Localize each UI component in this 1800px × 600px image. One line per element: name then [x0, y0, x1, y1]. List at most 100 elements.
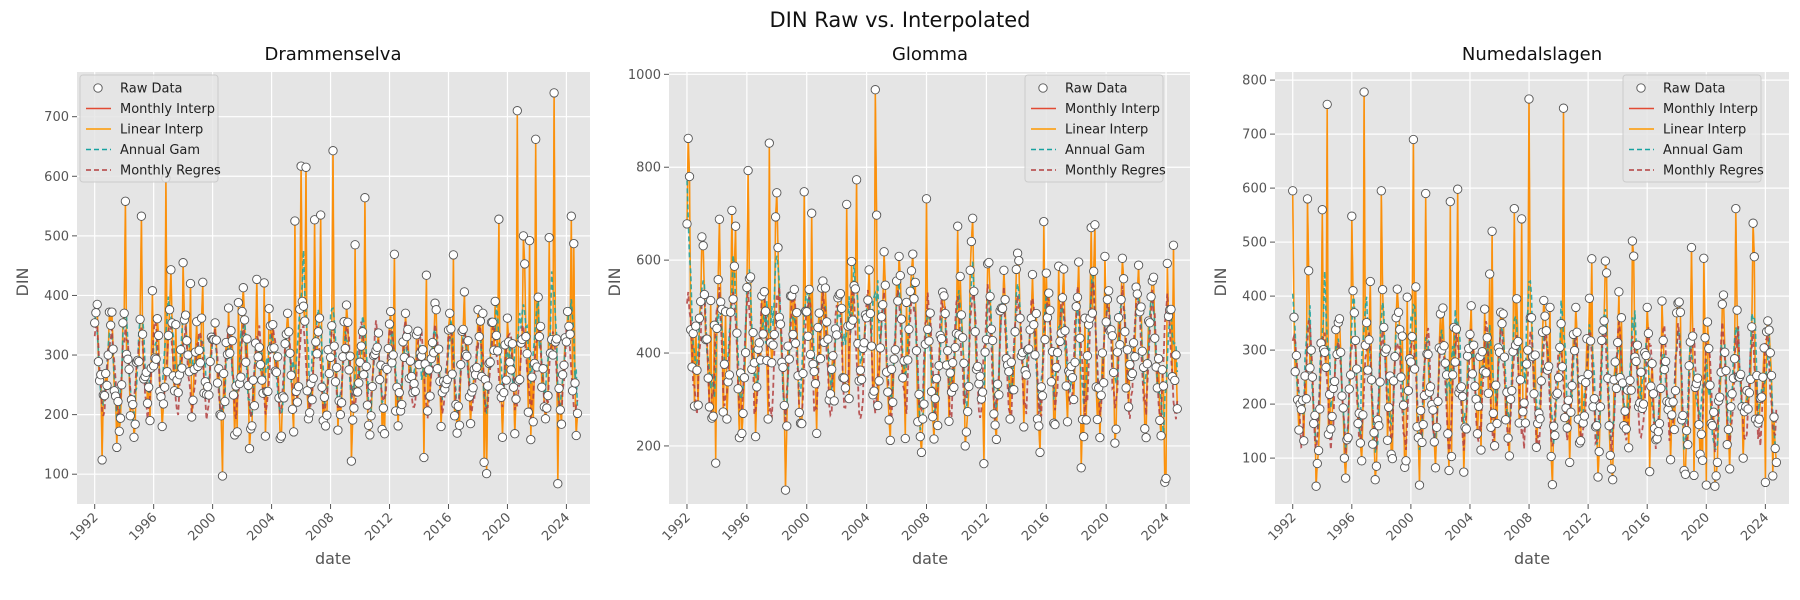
raw-data-point	[1079, 431, 1089, 442]
raw-data-point	[1457, 391, 1468, 402]
raw-data-point	[738, 408, 748, 419]
raw-data-point	[1459, 467, 1469, 477]
raw-data-point	[173, 387, 183, 398]
linear-interp-line	[686, 89, 1179, 491]
raw-data-point	[1069, 394, 1079, 405]
raw-data-point	[324, 368, 334, 379]
raw-data-point	[1654, 418, 1665, 429]
legend-label: Linear Interp	[120, 123, 203, 138]
raw-data-point	[894, 251, 904, 262]
raw-data-point	[180, 310, 191, 320]
raw-data-point	[820, 283, 831, 293]
raw-data-point	[719, 359, 730, 369]
raw-data-point	[1645, 466, 1655, 477]
raw-data-point	[1675, 307, 1686, 317]
raw-data-point	[538, 364, 548, 374]
raw-data-point	[1504, 451, 1515, 461]
raw-data-point	[1392, 284, 1402, 294]
raw-data-point	[1059, 264, 1069, 274]
raw-data-point	[263, 386, 273, 397]
raw-data-point	[1364, 335, 1374, 345]
raw-data-point	[152, 314, 162, 324]
raw-data-point	[1035, 447, 1045, 458]
raw-data-point	[300, 316, 310, 326]
raw-data-point	[1520, 418, 1531, 428]
raw-data-point	[400, 308, 411, 318]
raw-data-point	[1081, 415, 1091, 425]
legend-label: Monthly Regres	[120, 164, 221, 179]
raw-data-point	[876, 312, 887, 322]
y-tick-label: 800	[636, 161, 661, 176]
raw-data-point	[1601, 268, 1612, 278]
legend-label: Monthly Regres	[1663, 164, 1764, 179]
raw-data-point	[123, 354, 133, 364]
raw-data-point	[1549, 421, 1559, 431]
legend-box	[79, 74, 219, 183]
raw-data-point	[810, 379, 821, 389]
raw-data-point	[1146, 292, 1156, 302]
raw-data-point	[292, 397, 303, 407]
raw-data-point	[512, 106, 522, 116]
raw-data-point	[448, 250, 459, 260]
raw-data-point	[856, 374, 867, 385]
raw-data-point	[409, 378, 419, 389]
y-tick-label: 400	[44, 289, 69, 304]
raw-data-point	[729, 261, 740, 271]
raw-data-point	[1071, 301, 1081, 312]
raw-data-point	[1451, 324, 1462, 334]
raw-data-point	[1632, 340, 1643, 350]
raw-data-point	[1355, 438, 1366, 448]
raw-data-point	[1390, 351, 1400, 362]
raw-data-point	[1699, 253, 1709, 263]
raw-data-point	[728, 294, 738, 304]
raw-data-point	[727, 205, 737, 216]
raw-data-point	[1462, 351, 1473, 361]
raw-data-point	[421, 270, 432, 280]
panel-title: Numedalslagen	[1462, 44, 1602, 65]
raw-data-point	[1289, 312, 1299, 322]
raw-data-point	[987, 335, 998, 346]
raw-data-point	[697, 232, 707, 242]
raw-data-point	[335, 409, 346, 420]
raw-data-point	[456, 359, 466, 370]
raw-data-point	[264, 303, 274, 314]
x-tick-label: 1992	[660, 510, 694, 544]
raw-data-point	[903, 355, 913, 365]
raw-data-point	[958, 333, 968, 343]
raw-data-point	[90, 318, 100, 328]
x-tick-label: 2024	[1738, 510, 1772, 544]
raw-data-point	[693, 400, 703, 410]
raw-data-point	[182, 336, 192, 346]
raw-data-point	[1021, 370, 1031, 380]
raw-data-point	[526, 434, 536, 445]
raw-data-point	[1760, 477, 1771, 488]
raw-data-point	[789, 284, 799, 295]
raw-data-point	[1712, 457, 1723, 468]
raw-data-point	[1448, 370, 1458, 380]
raw-data-point	[549, 88, 559, 98]
raw-data-point	[248, 375, 258, 385]
raw-data-point	[874, 376, 884, 386]
raw-data-point	[542, 403, 552, 413]
raw-data-point	[298, 301, 309, 311]
raw-data-point	[1365, 276, 1375, 287]
raw-data-point	[1044, 288, 1054, 298]
raw-data-point	[572, 408, 583, 419]
y-tick-label: 100	[44, 468, 69, 483]
raw-data-point	[478, 308, 488, 318]
raw-data-point	[1736, 369, 1746, 380]
raw-data-point	[1616, 313, 1627, 323]
raw-data-point	[308, 373, 318, 383]
raw-data-point	[823, 334, 833, 344]
raw-data-point	[203, 381, 213, 392]
raw-data-point	[239, 315, 250, 325]
raw-data-point	[329, 341, 339, 351]
raw-data-point	[780, 485, 791, 495]
raw-data-point	[553, 479, 563, 489]
raw-data-point	[316, 210, 326, 220]
x-tick-label: 2020	[1679, 510, 1713, 544]
y-tick-label: 700	[1242, 128, 1267, 143]
x-tick-label: 2016	[421, 510, 455, 544]
raw-data-point	[1055, 336, 1065, 347]
raw-data-point	[1006, 357, 1016, 367]
